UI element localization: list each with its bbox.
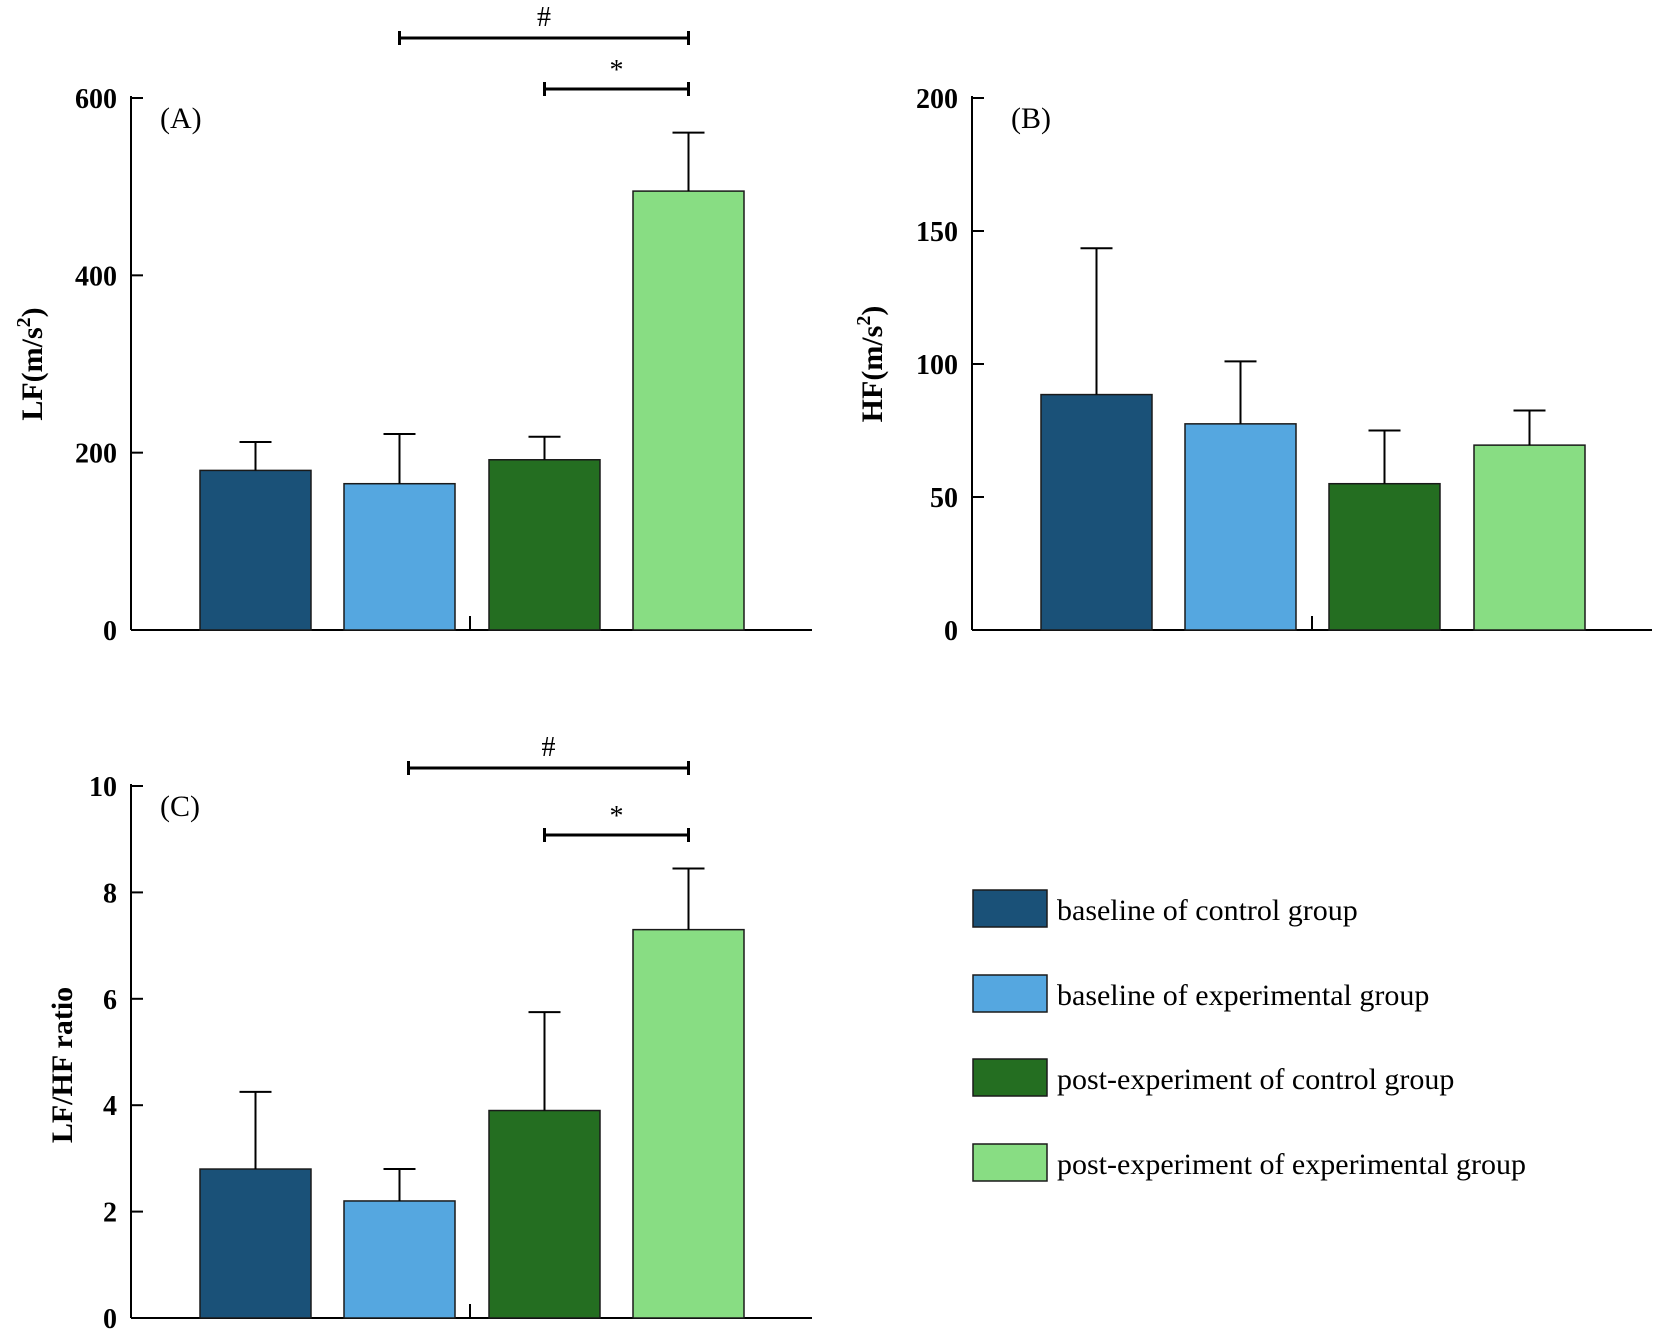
legend-swatch: [972, 974, 1048, 1013]
bar: [343, 1200, 456, 1319]
y-tick-label: 4: [103, 1091, 117, 1122]
y-axis-label-close: ): [16, 307, 49, 317]
y-axis-label-main: LF/HF ratio: [46, 987, 79, 1143]
y-tick-label: 0: [103, 1304, 117, 1332]
y-axis-label-close: ): [856, 306, 889, 316]
panel-a-lf-chart: 0 200 400 600 LF(m/s2) (A) # *: [13, 2, 812, 647]
legend-swatch: [972, 1143, 1048, 1182]
y-axis-label-main: LF(m/s: [16, 327, 49, 420]
y-tick-label: 100: [916, 350, 958, 381]
legend-swatch: [972, 889, 1048, 928]
y-tick-label: 600: [75, 84, 117, 115]
y-axis-label-sup: 2: [853, 316, 875, 326]
bar: [343, 482, 456, 631]
panel-label: (C): [160, 790, 200, 823]
significance-label: *: [610, 801, 624, 832]
y-axis-label-main: HF(m/s: [856, 326, 889, 423]
legend-label: baseline of experimental group: [1057, 979, 1429, 1012]
significance-label: *: [610, 55, 624, 86]
legend-label: post-experiment of experimental group: [1057, 1148, 1526, 1181]
y-tick-label: 50: [930, 483, 958, 514]
y-axis-label: HF(m/s2): [853, 306, 889, 423]
bar: [632, 190, 745, 631]
bar: [488, 1109, 601, 1319]
bar: [199, 1168, 312, 1319]
panel-b-hf-chart: 0 50 100 150 200 HF(m/s2) (B): [853, 84, 1652, 647]
y-tick-label: 400: [75, 261, 117, 292]
y-tick-label: 2: [103, 1198, 117, 1229]
panel-label: (B): [1011, 102, 1051, 135]
significance-label: #: [537, 2, 551, 33]
legend-label: post-experiment of control group: [1057, 1063, 1454, 1096]
y-tick-label: 0: [944, 616, 958, 647]
bar: [199, 469, 312, 631]
y-tick-label: 200: [75, 439, 117, 470]
bar: [632, 928, 745, 1319]
legend-label: baseline of control group: [1057, 894, 1358, 927]
bar: [1328, 482, 1441, 631]
bar: [1473, 444, 1586, 631]
y-tick-label: 150: [916, 217, 958, 248]
legend-swatch: [972, 1058, 1048, 1097]
y-tick-label: 8: [103, 878, 117, 909]
significance-label: #: [542, 732, 556, 763]
bar: [1040, 393, 1153, 631]
y-tick-label: 6: [103, 985, 117, 1016]
panel-c-ratio-chart: 0 2 4 6 8 10 LF/HF ratio (C) # *: [46, 732, 812, 1332]
y-axis-label: LF(m/s2): [13, 307, 49, 420]
y-tick-label: 0: [103, 616, 117, 647]
panel-label: (A): [160, 102, 202, 135]
y-axis-label: LF/HF ratio: [46, 987, 79, 1143]
legend: baseline of control group baseline of exp…: [972, 889, 1526, 1182]
bar: [1184, 423, 1297, 631]
y-tick-label: 200: [916, 84, 958, 115]
y-axis-label-sup: 2: [13, 317, 35, 327]
y-tick-label: 10: [89, 772, 117, 803]
bar: [488, 459, 601, 631]
